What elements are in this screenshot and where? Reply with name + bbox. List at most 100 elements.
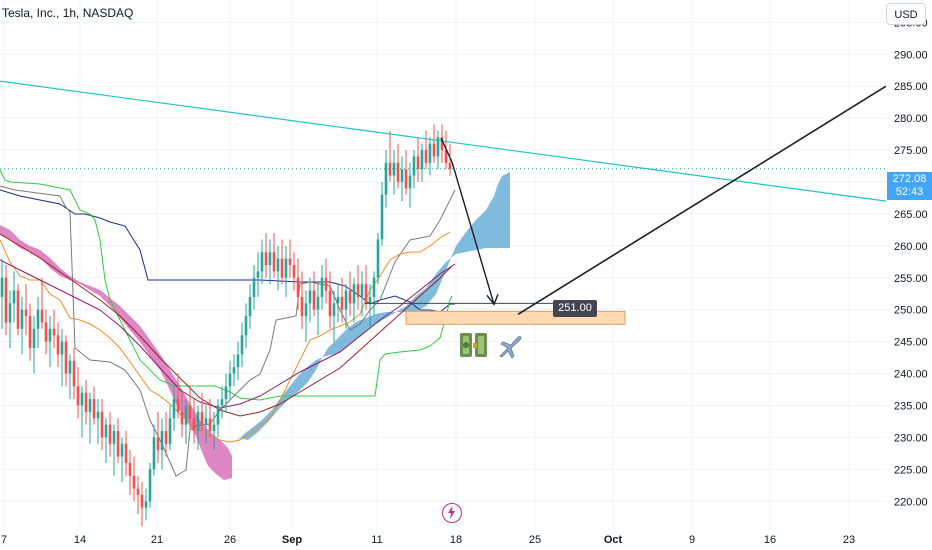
projection-down-arrow[interactable] <box>440 137 495 305</box>
candle-body <box>180 411 184 425</box>
candle-body <box>156 437 160 451</box>
time-tick-label: 14 <box>74 534 86 546</box>
candle-body <box>236 354 240 368</box>
candle-body <box>332 303 336 317</box>
ichimoku-cloud-bearish <box>0 225 232 480</box>
candle-body <box>284 258 288 278</box>
candle-body <box>448 162 452 170</box>
candle-body <box>72 360 76 387</box>
candle-body <box>116 431 120 457</box>
candle-body <box>324 277 328 291</box>
candle-body <box>100 411 104 438</box>
candle-body <box>60 341 64 355</box>
ichimoku-cloud-bullish <box>238 172 510 440</box>
candle-body <box>216 405 220 425</box>
target-price-label[interactable]: 251.00 <box>553 300 597 317</box>
price-tick-label: 290.00 <box>894 49 928 61</box>
candle-body <box>280 258 284 278</box>
time-tick-label: 7 <box>1 534 7 546</box>
candle-body <box>392 162 396 176</box>
tenkan-line <box>0 189 455 313</box>
candle-body <box>348 290 352 304</box>
currency-button[interactable]: USD <box>886 3 926 25</box>
candle-body <box>368 296 372 304</box>
time-tick-label: 25 <box>529 534 541 546</box>
candle-body <box>168 418 172 444</box>
price-axis[interactable]: 220.00 225.00 230.00 235.00 240.00 245.00 250.… <box>894 17 928 508</box>
candle-body <box>400 169 404 182</box>
candle-body <box>176 399 180 412</box>
candle-body <box>432 143 436 157</box>
candle-body <box>28 316 32 349</box>
candle-body <box>344 290 348 310</box>
candle-body <box>136 488 140 495</box>
candle-body <box>124 443 128 463</box>
candle-body <box>196 411 200 432</box>
last-price-tag: 272.08 52:43 <box>887 172 932 200</box>
candle-body <box>48 328 52 342</box>
candle-body <box>264 252 268 265</box>
projection-up-line[interactable] <box>517 85 887 315</box>
price-tick-label: 245.00 <box>894 337 928 349</box>
candle-body <box>272 252 276 272</box>
candle-body <box>276 258 280 272</box>
candle-body <box>132 475 136 489</box>
candle-body <box>16 290 20 329</box>
ma-line-darkred <box>0 233 453 417</box>
candle-body <box>408 175 412 189</box>
candle-body <box>120 443 124 457</box>
candle-body <box>396 162 400 182</box>
candle-body <box>404 169 408 189</box>
price-tick-label: 285.00 <box>894 81 928 93</box>
candle-body <box>352 284 356 304</box>
candle-body <box>212 424 216 432</box>
candle-body <box>292 265 296 278</box>
time-tick-label: 16 <box>764 534 776 546</box>
time-axis[interactable]: 7 14 21 26 Sep 11 18 25 Oct 9 16 23 <box>1 534 855 546</box>
candle-body <box>288 258 292 265</box>
candle-body <box>228 373 232 387</box>
price-tick-label: 260.00 <box>894 241 928 253</box>
price-tick-label: 240.00 <box>894 369 928 381</box>
candle-body <box>20 309 24 329</box>
price-tick-label: 280.00 <box>894 113 928 125</box>
price-tick-label: 220.00 <box>894 496 928 508</box>
lightning-icon[interactable] <box>442 503 462 523</box>
candle-body <box>380 194 384 240</box>
candle-body <box>104 424 108 438</box>
candle-body <box>36 309 40 329</box>
candle-body <box>200 411 204 425</box>
candle-body <box>76 386 80 406</box>
candle-body <box>304 303 308 317</box>
candle-body <box>336 296 340 304</box>
candle-body <box>12 290 16 304</box>
candle-body <box>56 335 60 355</box>
candle-body <box>316 296 320 310</box>
candle-body <box>188 405 192 419</box>
candle-body <box>220 399 224 406</box>
candle-body <box>0 277 4 297</box>
candle-body <box>52 328 56 336</box>
candle-body <box>240 335 244 355</box>
price-tick-label: 235.00 <box>894 400 928 412</box>
candle-body <box>424 150 428 163</box>
candle-body <box>428 143 432 163</box>
candle-body <box>144 501 148 508</box>
candle-body <box>24 309 28 317</box>
candle-body <box>372 277 376 297</box>
candle-body <box>112 431 116 444</box>
candle-body <box>224 386 228 400</box>
candle-body <box>152 437 156 470</box>
candle-body <box>244 316 248 336</box>
money-bag-icon <box>460 333 487 357</box>
candle-body <box>252 277 256 297</box>
candle-body <box>184 405 188 425</box>
candle-body <box>376 239 380 278</box>
candle-body <box>416 156 420 170</box>
price-tick-label: 275.00 <box>894 145 928 157</box>
time-tick-label: 11 <box>371 534 382 546</box>
candle-body <box>148 469 152 502</box>
candle-body <box>296 277 300 297</box>
candle-body <box>364 284 368 304</box>
